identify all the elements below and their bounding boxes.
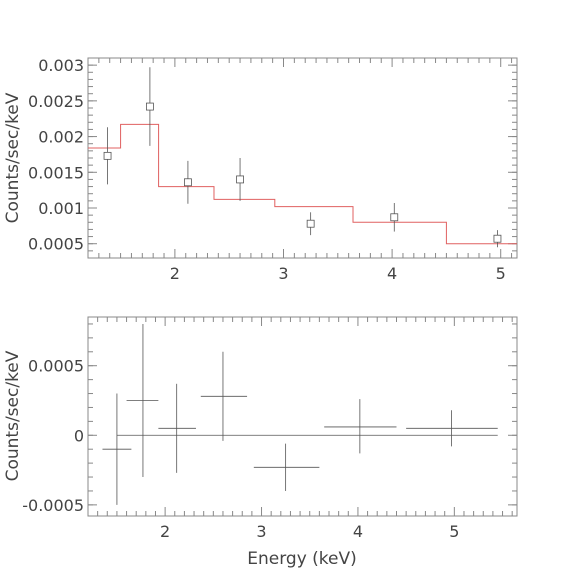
- bottom-data-points: [102, 323, 498, 505]
- x-tick-label: 4: [353, 522, 363, 541]
- data-point-marker: [493, 234, 502, 243]
- x-tick-label: 3: [278, 264, 288, 283]
- x-tick-label: 4: [387, 264, 397, 283]
- top-data-points: [103, 67, 502, 248]
- model-step-line: [88, 123, 517, 245]
- y-tick-label: 0.001: [38, 199, 84, 218]
- y-tick-label: 0.0015: [28, 163, 84, 182]
- x-tick-label: 5: [449, 522, 459, 541]
- top-plot-frame: [87, 57, 518, 259]
- y-tick-label: 0.002: [38, 128, 84, 147]
- x-tick-label: 5: [496, 264, 506, 283]
- y-tick-label: 0.003: [38, 56, 84, 75]
- x-tick-label: 3: [256, 522, 266, 541]
- y-tick-label: 0.0025: [28, 92, 84, 111]
- data-point-marker: [103, 151, 112, 160]
- y-tick-label: -0.0005: [22, 496, 84, 515]
- bottom-plot-frame: [87, 316, 518, 517]
- data-point-marker: [146, 102, 154, 111]
- top-ticks: 2 3 4 5 0.0005 0.001 0.0015 0.002 0.0025 0.003: [28, 56, 517, 283]
- data-point-marker: [184, 178, 192, 187]
- top-y-axis-label: Counts/sec/keV: [3, 92, 23, 223]
- bottom-panel: 2 3 4 5 -0.0005 0 0.0005 Counts/sec/keV Energy…: [3, 316, 518, 569]
- bottom-ticks: 2 3 4 5 -0.0005 0 0.0005: [22, 317, 517, 541]
- y-tick-label: 0.0005: [28, 357, 84, 376]
- x-tick-label: 2: [160, 522, 170, 541]
- bottom-y-axis-label: Counts/sec/keV: [3, 350, 23, 481]
- data-point-marker: [390, 213, 399, 222]
- y-tick-label: 0.0005: [28, 235, 84, 254]
- x-tick-label: 2: [170, 264, 180, 283]
- y-tick-label: 0: [74, 426, 84, 445]
- top-model-curve: [88, 123, 517, 245]
- top-panel: 2 3 4 5 0.0005 0.001 0.0015 0.002 0.0025 0.003 Co…: [3, 56, 518, 283]
- x-axis-label: Energy (keV): [247, 549, 357, 569]
- data-point-marker: [306, 219, 315, 228]
- data-point-marker: [236, 175, 244, 184]
